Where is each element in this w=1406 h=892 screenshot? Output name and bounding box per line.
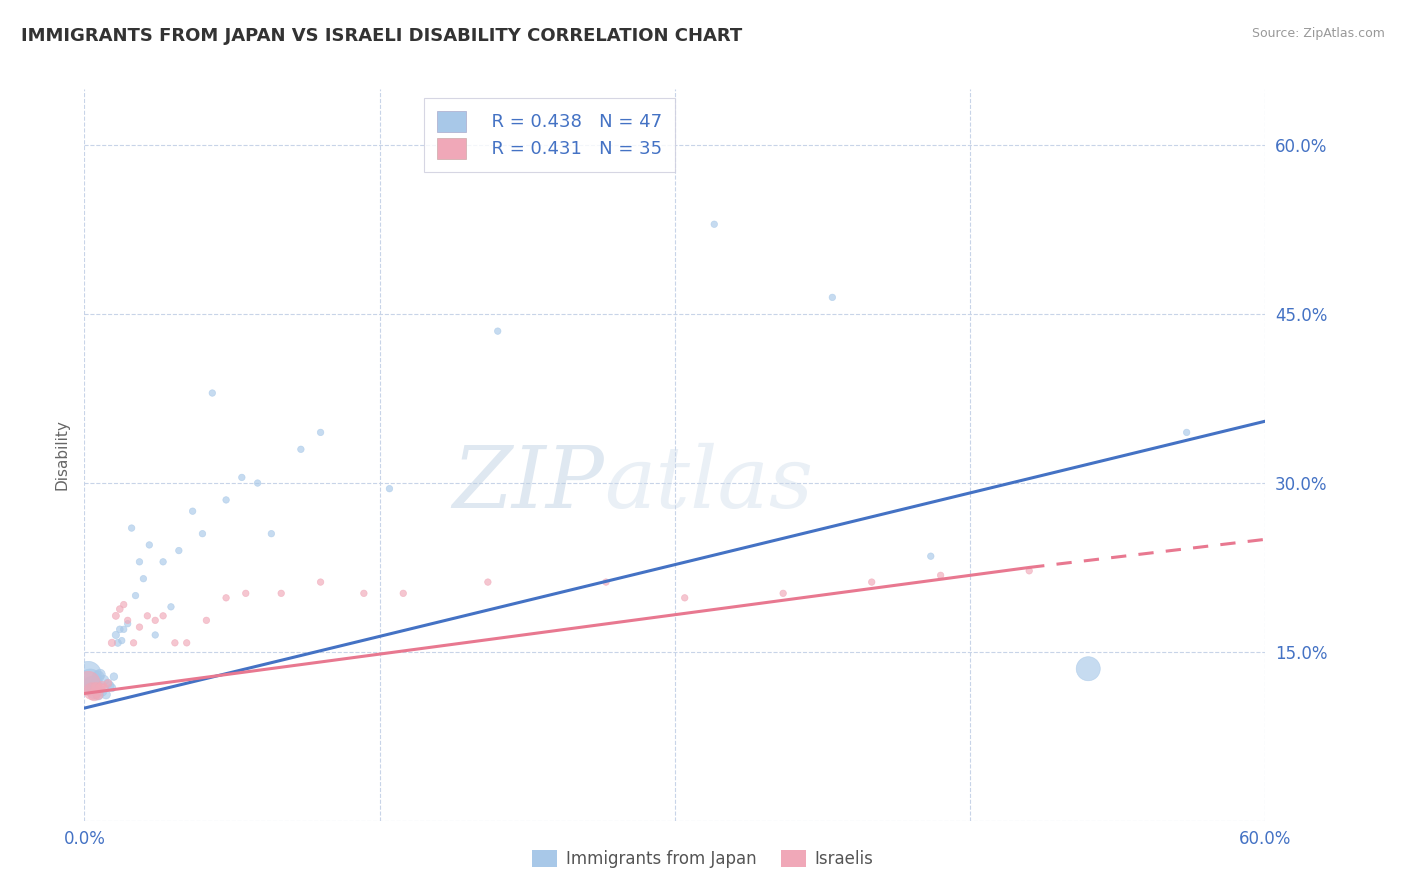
- Point: [160, 599, 183, 614]
- Point: [98, 679, 121, 693]
- Point: [97, 676, 120, 690]
- Point: [703, 217, 725, 231]
- Point: [117, 613, 139, 627]
- Point: [112, 598, 135, 612]
- Point: [83, 681, 105, 695]
- Point: [673, 591, 696, 605]
- Point: [821, 290, 844, 304]
- Point: [111, 633, 134, 648]
- Point: [163, 636, 186, 650]
- Point: [195, 613, 218, 627]
- Point: [101, 681, 124, 695]
- Point: [87, 688, 110, 702]
- Point: [176, 636, 198, 650]
- Legend: Immigrants from Japan, Israelis: Immigrants from Japan, Israelis: [526, 843, 880, 875]
- Text: ZIP: ZIP: [453, 442, 605, 525]
- Point: [235, 586, 257, 600]
- Y-axis label: Disability: Disability: [53, 419, 69, 491]
- Point: [104, 608, 127, 623]
- Point: [260, 526, 283, 541]
- Point: [112, 623, 135, 637]
- Text: Source: ZipAtlas.com: Source: ZipAtlas.com: [1251, 27, 1385, 40]
- Point: [309, 575, 332, 590]
- Point: [136, 608, 159, 623]
- Point: [270, 586, 292, 600]
- Point: [143, 628, 166, 642]
- Point: [152, 608, 174, 623]
- Point: [124, 589, 146, 603]
- Point: [84, 681, 107, 695]
- Point: [231, 470, 253, 484]
- Point: [860, 575, 883, 590]
- Point: [121, 521, 143, 535]
- Point: [128, 555, 150, 569]
- Point: [167, 543, 190, 558]
- Point: [77, 676, 100, 690]
- Point: [215, 492, 238, 507]
- Point: [94, 688, 117, 702]
- Point: [89, 681, 111, 695]
- Point: [82, 684, 104, 698]
- Point: [89, 667, 111, 681]
- Point: [122, 636, 145, 650]
- Point: [191, 526, 214, 541]
- Point: [143, 613, 166, 627]
- Point: [1018, 564, 1040, 578]
- Point: [378, 482, 401, 496]
- Point: [246, 476, 269, 491]
- Point: [477, 575, 499, 590]
- Point: [1175, 425, 1198, 440]
- Legend:   R = 0.438   N = 47,   R = 0.431   N = 35: R = 0.438 N = 47, R = 0.431 N = 35: [425, 98, 675, 171]
- Point: [920, 549, 942, 564]
- Point: [138, 538, 160, 552]
- Point: [215, 591, 238, 605]
- Point: [201, 386, 224, 401]
- Point: [84, 676, 107, 690]
- Point: [107, 636, 129, 650]
- Point: [595, 575, 617, 590]
- Point: [101, 636, 124, 650]
- Point: [97, 676, 120, 690]
- Point: [108, 602, 131, 616]
- Point: [83, 688, 105, 702]
- Point: [128, 620, 150, 634]
- Point: [91, 679, 114, 693]
- Point: [103, 670, 125, 684]
- Point: [772, 586, 794, 600]
- Point: [486, 324, 509, 338]
- Point: [93, 681, 115, 695]
- Point: [117, 616, 139, 631]
- Point: [181, 504, 204, 518]
- Point: [309, 425, 332, 440]
- Point: [152, 555, 174, 569]
- Point: [392, 586, 415, 600]
- Text: atlas: atlas: [605, 442, 813, 525]
- Point: [353, 586, 375, 600]
- Point: [77, 667, 100, 681]
- Point: [132, 572, 155, 586]
- Point: [104, 628, 127, 642]
- Text: IMMIGRANTS FROM JAPAN VS ISRAELI DISABILITY CORRELATION CHART: IMMIGRANTS FROM JAPAN VS ISRAELI DISABIL…: [21, 27, 742, 45]
- Point: [93, 673, 115, 687]
- Point: [83, 684, 105, 698]
- Point: [87, 688, 110, 702]
- Point: [91, 684, 114, 698]
- Point: [929, 568, 952, 582]
- Point: [1077, 662, 1099, 676]
- Point: [87, 670, 110, 684]
- Point: [290, 442, 312, 457]
- Point: [82, 679, 104, 693]
- Point: [108, 623, 131, 637]
- Point: [79, 673, 101, 687]
